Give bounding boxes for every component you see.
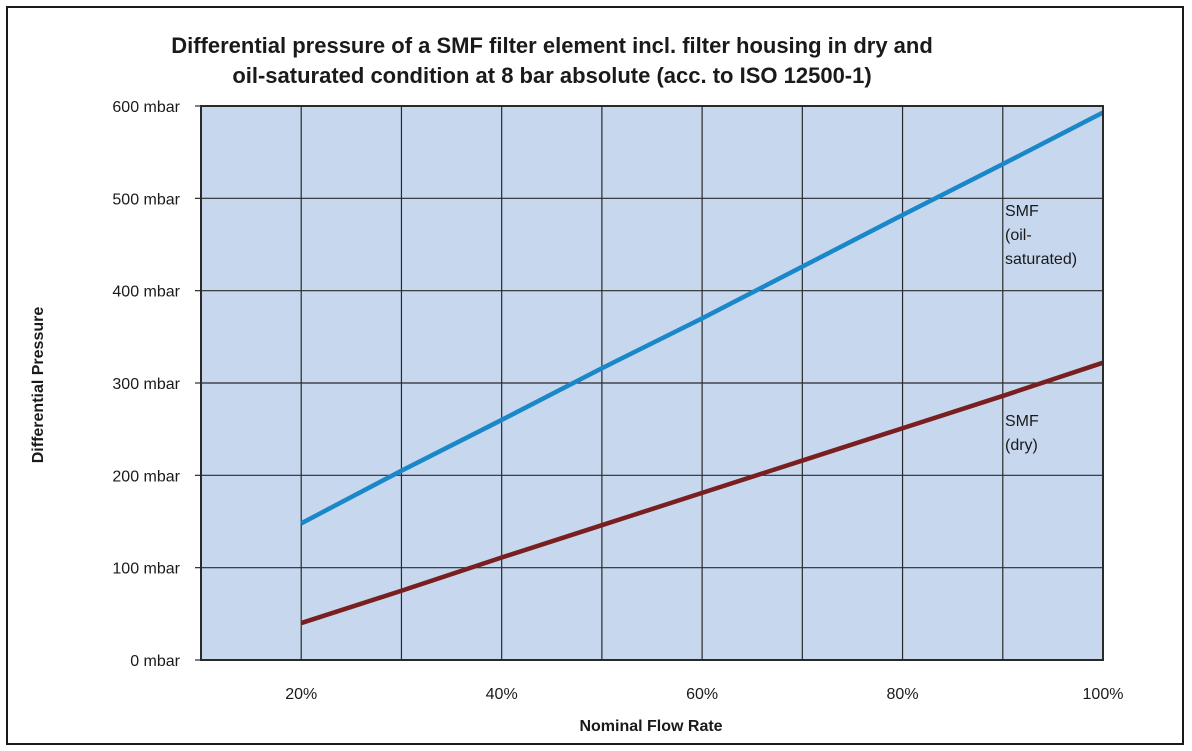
series-label: SMF (oil-saturated)	[1005, 203, 1077, 268]
y-axis-label: Differential Pressure	[30, 307, 47, 464]
y-tick-label: 600 mbar	[112, 99, 180, 116]
x-tick-label: 80%	[887, 686, 919, 703]
chart-title: Differential pressure of a SMF filter el…	[171, 33, 933, 88]
series-line	[300, 360, 1104, 626]
series-label-line: SMF	[1005, 203, 1039, 220]
series-label-line: SMF	[1005, 413, 1039, 430]
x-tick-label: 60%	[686, 686, 718, 703]
x-axis-label: Nominal Flow Rate	[579, 718, 722, 735]
series-lines	[300, 110, 1105, 626]
y-tick-label: 300 mbar	[112, 376, 180, 393]
y-tick-label: 100 mbar	[112, 561, 180, 578]
y-tick-label: 0 mbar	[130, 653, 180, 670]
grid	[201, 106, 1103, 660]
y-axis-ticks: 0 mbar 100 mbar 200 mbar 300 mbar 400 mbar 50…	[112, 99, 201, 670]
y-tick-label: 400 mbar	[112, 284, 180, 301]
x-tick-label: 20%	[285, 686, 317, 703]
y-tick-label: 200 mbar	[112, 468, 180, 485]
series-label-line: (dry)	[1005, 437, 1038, 454]
y-tick-label: 500 mbar	[112, 191, 180, 208]
series-label-line: saturated)	[1005, 251, 1077, 268]
series-labels: SMF (oil-saturated) SMF (dry)	[1005, 203, 1077, 454]
chart-title-line-2: oil-saturated condition at 8 bar absolut…	[232, 63, 871, 88]
series-label-line: (oil-	[1005, 227, 1032, 244]
plot-border	[200, 105, 1104, 661]
series-label: SMF (dry)	[1005, 413, 1039, 454]
series-line	[300, 110, 1105, 526]
x-tick-label: 100%	[1083, 686, 1124, 703]
chart-title-line-1: Differential pressure of a SMF filter el…	[171, 33, 933, 58]
x-axis-ticks: 20% 40% 60% 80% 100%	[285, 686, 1123, 703]
x-tick-label: 40%	[486, 686, 518, 703]
